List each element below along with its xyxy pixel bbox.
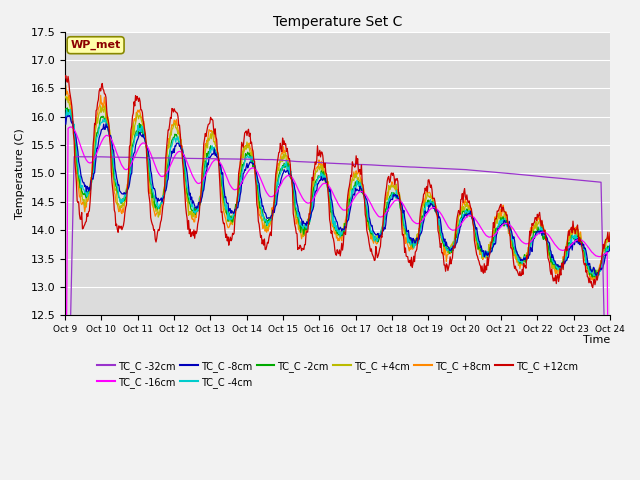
TC_C -4cm: [183, 185, 191, 191]
Title: Temperature Set C: Temperature Set C: [273, 15, 403, 29]
TC_C -8cm: [183, 170, 191, 176]
Line: TC_C -32cm: TC_C -32cm: [65, 156, 610, 480]
Line: TC_C -2cm: TC_C -2cm: [65, 108, 610, 277]
TC_C +12cm: [183, 216, 191, 221]
TC_C -4cm: [420, 205, 428, 211]
TC_C +4cm: [62, 93, 70, 99]
Y-axis label: Temperature (C): Temperature (C): [15, 128, 25, 219]
Line: TC_C -8cm: TC_C -8cm: [65, 116, 610, 276]
TC_C -2cm: [72, 140, 79, 146]
Line: TC_C +4cm: TC_C +4cm: [65, 96, 610, 279]
TC_C -4cm: [128, 154, 136, 160]
TC_C -4cm: [593, 273, 600, 279]
TC_C -4cm: [404, 232, 412, 238]
TC_C +12cm: [128, 123, 136, 129]
TC_C +4cm: [212, 144, 220, 149]
TC_C +8cm: [420, 203, 428, 209]
TC_C +8cm: [128, 132, 136, 137]
TC_C -8cm: [66, 113, 74, 119]
TC_C -2cm: [63, 105, 71, 111]
TC_C -32cm: [420, 165, 428, 170]
TC_C -16cm: [128, 160, 136, 166]
TC_C -8cm: [606, 243, 614, 249]
TC_C -2cm: [589, 274, 596, 280]
TC_C -8cm: [128, 170, 136, 176]
TC_C -16cm: [183, 159, 191, 165]
TC_C +4cm: [183, 192, 191, 198]
TC_C -2cm: [183, 190, 191, 195]
Legend: TC_C -32cm, TC_C -16cm, TC_C -8cm, TC_C -4cm, TC_C -2cm, TC_C +4cm, TC_C +8cm, T: TC_C -32cm, TC_C -16cm, TC_C -8cm, TC_C …: [93, 357, 582, 391]
TC_C -2cm: [128, 150, 136, 156]
TC_C +8cm: [183, 199, 191, 204]
TC_C -16cm: [420, 215, 428, 220]
TC_C +8cm: [606, 229, 614, 235]
TC_C -2cm: [212, 150, 220, 156]
TC_C +12cm: [62, 73, 70, 79]
TC_C -8cm: [404, 228, 412, 233]
TC_C -2cm: [420, 205, 428, 211]
Line: TC_C +12cm: TC_C +12cm: [65, 76, 610, 288]
TC_C +8cm: [62, 83, 70, 88]
TC_C +4cm: [590, 276, 598, 282]
TC_C -4cm: [61, 114, 69, 120]
TC_C -4cm: [72, 138, 79, 144]
TC_C +4cm: [420, 202, 428, 208]
TC_C -8cm: [61, 113, 69, 119]
TC_C +12cm: [72, 168, 79, 174]
TC_C -16cm: [212, 157, 220, 163]
TC_C -16cm: [67, 124, 74, 130]
Text: WP_met: WP_met: [70, 40, 121, 50]
Line: TC_C +8cm: TC_C +8cm: [65, 85, 610, 280]
TC_C -8cm: [72, 132, 79, 137]
TC_C -2cm: [606, 243, 614, 249]
TC_C +4cm: [404, 238, 412, 243]
TC_C -32cm: [70, 154, 78, 159]
TC_C -32cm: [212, 156, 220, 162]
TC_C -2cm: [404, 233, 412, 239]
TC_C +8cm: [589, 277, 596, 283]
TC_C -2cm: [61, 107, 69, 112]
TC_C +12cm: [606, 230, 614, 236]
TC_C -8cm: [212, 151, 220, 156]
TC_C +8cm: [404, 244, 412, 250]
TC_C +12cm: [212, 134, 220, 140]
TC_C +4cm: [606, 237, 614, 242]
TC_C -4cm: [606, 240, 614, 246]
TC_C +12cm: [420, 191, 428, 196]
TC_C +8cm: [212, 142, 220, 148]
TC_C -16cm: [404, 211, 412, 217]
TC_C +4cm: [61, 95, 69, 100]
Line: TC_C -4cm: TC_C -4cm: [65, 109, 610, 276]
TC_C -8cm: [420, 215, 428, 220]
TC_C -8cm: [593, 273, 600, 279]
TC_C +12cm: [404, 259, 412, 265]
TC_C -4cm: [212, 149, 220, 155]
TC_C -32cm: [404, 164, 412, 170]
TC_C -16cm: [72, 130, 79, 135]
TC_C +4cm: [72, 155, 79, 161]
TC_C -32cm: [183, 156, 191, 161]
TC_C -32cm: [128, 155, 136, 160]
Text: Time: Time: [583, 335, 610, 345]
TC_C +12cm: [61, 75, 69, 81]
TC_C +8cm: [61, 91, 69, 97]
TC_C -4cm: [63, 107, 70, 112]
TC_C +8cm: [72, 157, 79, 163]
TC_C -32cm: [72, 154, 79, 159]
Line: TC_C -16cm: TC_C -16cm: [65, 127, 610, 480]
TC_C +4cm: [128, 137, 136, 143]
TC_C +12cm: [589, 285, 596, 290]
